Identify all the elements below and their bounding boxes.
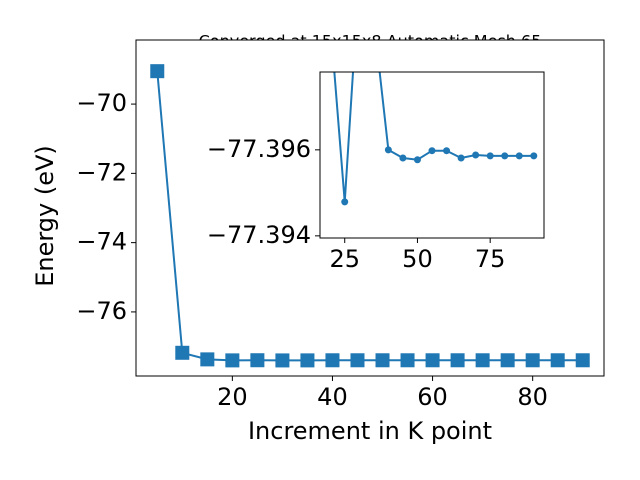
marker bbox=[525, 353, 540, 368]
marker bbox=[443, 147, 451, 155]
marker bbox=[225, 353, 240, 368]
y-tick-label: −76 bbox=[76, 297, 127, 325]
x-tick-label: 60 bbox=[417, 383, 448, 411]
marker bbox=[350, 353, 365, 368]
marker bbox=[375, 353, 390, 368]
y-tick-label: −72 bbox=[76, 158, 127, 186]
x-tick-label: 80 bbox=[517, 383, 548, 411]
marker bbox=[550, 353, 565, 368]
marker bbox=[530, 152, 538, 160]
marker bbox=[457, 154, 465, 162]
marker bbox=[472, 151, 480, 159]
y-tick-label: −70 bbox=[76, 89, 127, 117]
x-tick-label: 50 bbox=[402, 245, 433, 273]
marker bbox=[450, 353, 465, 368]
marker bbox=[486, 152, 494, 160]
x-tick-label: 25 bbox=[329, 245, 360, 273]
x-tick-label: 75 bbox=[475, 245, 506, 273]
marker bbox=[475, 353, 490, 368]
marker bbox=[327, 16, 334, 23]
marker bbox=[370, 16, 377, 23]
marker bbox=[300, 353, 315, 368]
marker bbox=[325, 353, 340, 368]
marker bbox=[500, 353, 515, 368]
marker bbox=[515, 152, 523, 160]
axes-frame bbox=[319, 71, 545, 239]
marker bbox=[175, 345, 190, 360]
marker bbox=[425, 353, 440, 368]
marker bbox=[250, 353, 265, 368]
x-tick-label: 20 bbox=[217, 383, 248, 411]
marker bbox=[341, 198, 349, 206]
marker bbox=[413, 156, 421, 164]
series bbox=[327, 16, 538, 206]
y-tick-label: −74 bbox=[76, 228, 127, 256]
marker bbox=[150, 64, 165, 79]
marker bbox=[384, 146, 392, 154]
marker bbox=[428, 147, 436, 155]
marker bbox=[400, 353, 415, 368]
y-tick-label: −77.394 bbox=[207, 221, 311, 249]
y-tick-label: −77.396 bbox=[207, 135, 311, 163]
x-tick-label: 40 bbox=[317, 383, 348, 411]
marker bbox=[399, 154, 407, 162]
marker bbox=[275, 353, 290, 368]
marker bbox=[200, 352, 215, 367]
axes-frame bbox=[135, 39, 605, 377]
marker bbox=[575, 353, 590, 368]
marker bbox=[501, 152, 509, 160]
y-axis-label: Energy (eV) bbox=[31, 145, 59, 287]
x-axis-label: Increment in K point bbox=[248, 417, 492, 445]
series bbox=[150, 64, 590, 368]
